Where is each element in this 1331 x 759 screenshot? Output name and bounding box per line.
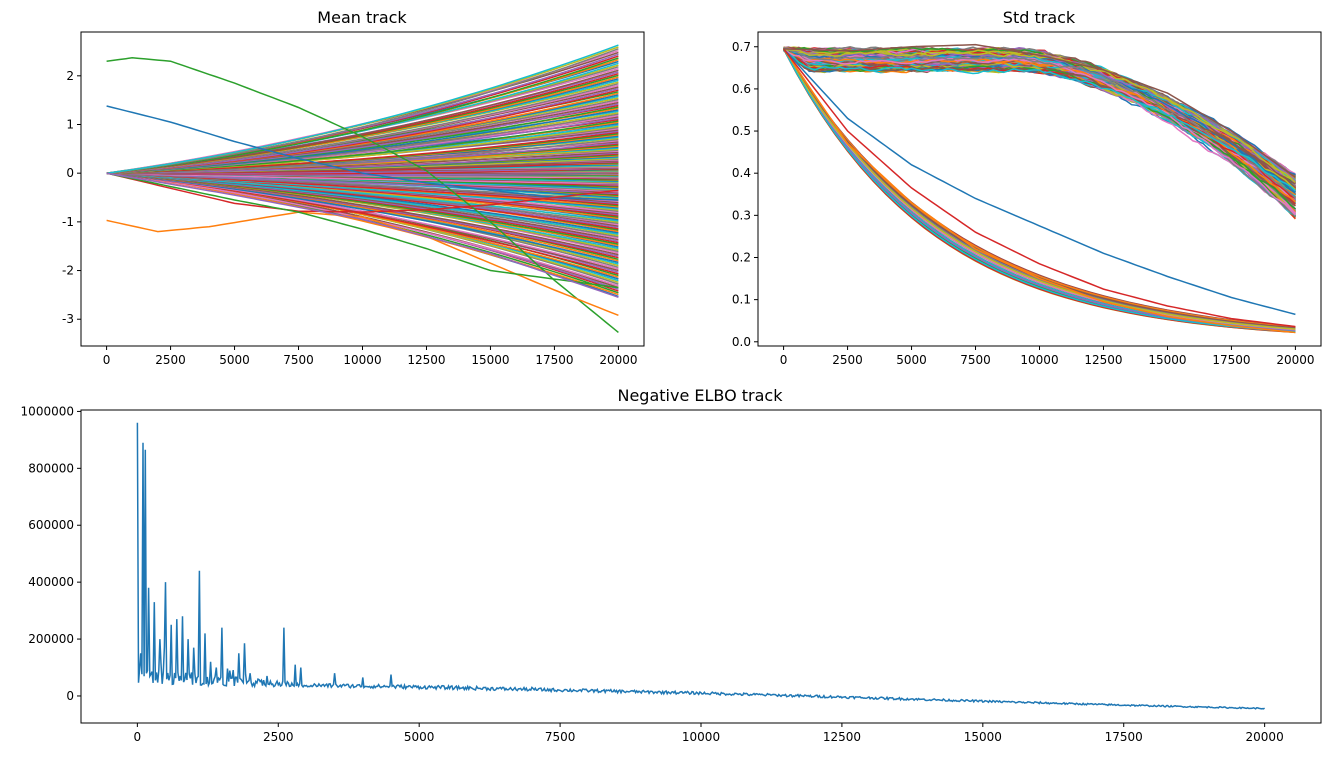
- y-tick-label: -2: [62, 264, 74, 278]
- elbo-track-line: [136, 422, 1266, 710]
- x-tick-label: 5000: [404, 730, 435, 744]
- y-tick-label: -1: [62, 215, 74, 229]
- mean-track-panel: Mean track 0 2500 5000 7500 10000 12500 15000 1…: [62, 8, 645, 367]
- x-tick-label: 7500: [283, 353, 314, 367]
- std-track-line: [783, 48, 1296, 216]
- y-tick-label: 0.6: [732, 82, 751, 96]
- x-tick-label: 7500: [960, 353, 991, 367]
- y-tick-label: 400000: [28, 575, 74, 589]
- x-tick-label: 20000: [599, 353, 637, 367]
- mean-track-plot-area: [106, 44, 619, 333]
- x-tick-label: 10000: [1020, 353, 1058, 367]
- std-track-line: [783, 46, 1296, 218]
- mean-track-line: [106, 172, 619, 264]
- mean-track-line: [106, 172, 619, 222]
- mean-track-line: [106, 131, 619, 174]
- x-tick-label: 0: [780, 353, 788, 367]
- x-tick-label: 12500: [407, 353, 445, 367]
- x-tick-label: 2500: [263, 730, 294, 744]
- x-tick-label: 5000: [219, 353, 250, 367]
- y-tick-label: 2: [66, 69, 74, 83]
- x-tick-label: 10000: [343, 353, 381, 367]
- y-tick-label: 800000: [28, 461, 74, 475]
- mean-track-line: [106, 87, 619, 174]
- mean-track-line: [106, 172, 619, 185]
- x-tick-label: 17500: [1212, 353, 1250, 367]
- x-tick-label: 20000: [1246, 730, 1284, 744]
- x-tick-label: 17500: [535, 353, 573, 367]
- elbo-track-title: Negative ELBO track: [617, 386, 783, 405]
- x-tick-label: 7500: [545, 730, 576, 744]
- mean-track-y-axis: -3 -2 -1 0 1 2: [62, 69, 81, 326]
- x-tick-label: 20000: [1276, 353, 1314, 367]
- y-tick-label: 0: [66, 689, 74, 703]
- std-track-panel: Std track 0 2500 5000 7500 10000 12500 15000 17…: [732, 8, 1322, 367]
- y-tick-label: 0.0: [732, 335, 751, 349]
- std-track-plot-area: [782, 43, 1296, 334]
- std-track-line: [783, 48, 1296, 316]
- x-tick-label: 12500: [823, 730, 861, 744]
- elbo-track-plot-area: [136, 422, 1266, 710]
- mean-track-line: [106, 48, 619, 174]
- std-track-line: [782, 48, 1296, 333]
- y-tick-label: -3: [62, 312, 74, 326]
- mean-track-line: [106, 44, 619, 174]
- mean-track-line: [106, 172, 619, 213]
- y-tick-label: 0.3: [732, 208, 751, 222]
- x-tick-label: 12500: [1084, 353, 1122, 367]
- elbo-track-frame: [80, 409, 1322, 724]
- y-tick-label: 0.5: [732, 124, 751, 138]
- y-tick-label: 0.1: [732, 293, 751, 307]
- elbo-track-x-axis: 0 2500 5000 7500 10000 12500 15000 17500 20000: [134, 723, 1284, 744]
- mean-track-line: [106, 172, 619, 299]
- std-track-line: [782, 48, 1296, 334]
- std-track-line: [782, 48, 1296, 334]
- x-tick-label: 0: [103, 353, 111, 367]
- y-tick-label: 200000: [28, 632, 74, 646]
- mean-track-line: [106, 152, 619, 174]
- x-tick-label: 15000: [471, 353, 509, 367]
- std-track-frame: [757, 31, 1322, 347]
- std-track-line: [783, 48, 1296, 328]
- y-tick-label: 0.2: [732, 250, 751, 264]
- std-track-line: [782, 48, 1296, 334]
- std-track-line: [783, 47, 1296, 199]
- y-tick-label: 0.7: [732, 40, 751, 54]
- std-track-line: [783, 43, 1296, 179]
- elbo-track-panel: Negative ELBO track 0 2500 5000 7500 10000 12…: [21, 386, 1322, 744]
- y-tick-label: 1000000: [21, 404, 74, 418]
- y-tick-label: 0: [66, 166, 74, 180]
- x-tick-label: 2500: [155, 353, 186, 367]
- y-tick-label: 1: [66, 117, 74, 131]
- y-tick-label: 0.4: [732, 166, 751, 180]
- mean-track-line: [106, 120, 619, 174]
- y-tick-label: 600000: [28, 518, 74, 532]
- std-track-line: [783, 49, 1296, 192]
- std-track-title: Std track: [1003, 8, 1076, 27]
- std-track-y-axis: 0.0 0.1 0.2 0.3 0.4 0.5 0.6 0.7: [732, 40, 758, 349]
- mean-track-frame: [80, 31, 645, 347]
- mean-track-x-axis: 0 2500 5000 7500 10000 12500 15000 17500 20000: [103, 346, 638, 367]
- mean-track-title: Mean track: [317, 8, 407, 27]
- x-tick-label: 10000: [682, 730, 720, 744]
- mean-track-line: [106, 57, 619, 174]
- x-tick-label: 17500: [1105, 730, 1143, 744]
- mean-track-line: [106, 69, 619, 174]
- x-tick-label: 0: [134, 730, 142, 744]
- elbo-track-y-axis: 0 200000 400000 600000 800000 1000000: [21, 404, 81, 703]
- x-tick-label: 15000: [964, 730, 1002, 744]
- std-track-line: [782, 48, 1296, 330]
- std-track-x-axis: 0 2500 5000 7500 10000 12500 15000 17500 20000: [780, 346, 1315, 367]
- x-tick-label: 2500: [832, 353, 863, 367]
- mean-track-line: [106, 172, 619, 289]
- x-tick-label: 15000: [1148, 353, 1186, 367]
- std-track-line: [783, 47, 1296, 182]
- mean-track-line: [106, 105, 619, 201]
- mean-track-line: [106, 211, 619, 316]
- mean-track-line: [106, 57, 619, 333]
- x-tick-label: 5000: [896, 353, 927, 367]
- std-track-line: [783, 49, 1296, 184]
- mean-track-line: [106, 172, 619, 195]
